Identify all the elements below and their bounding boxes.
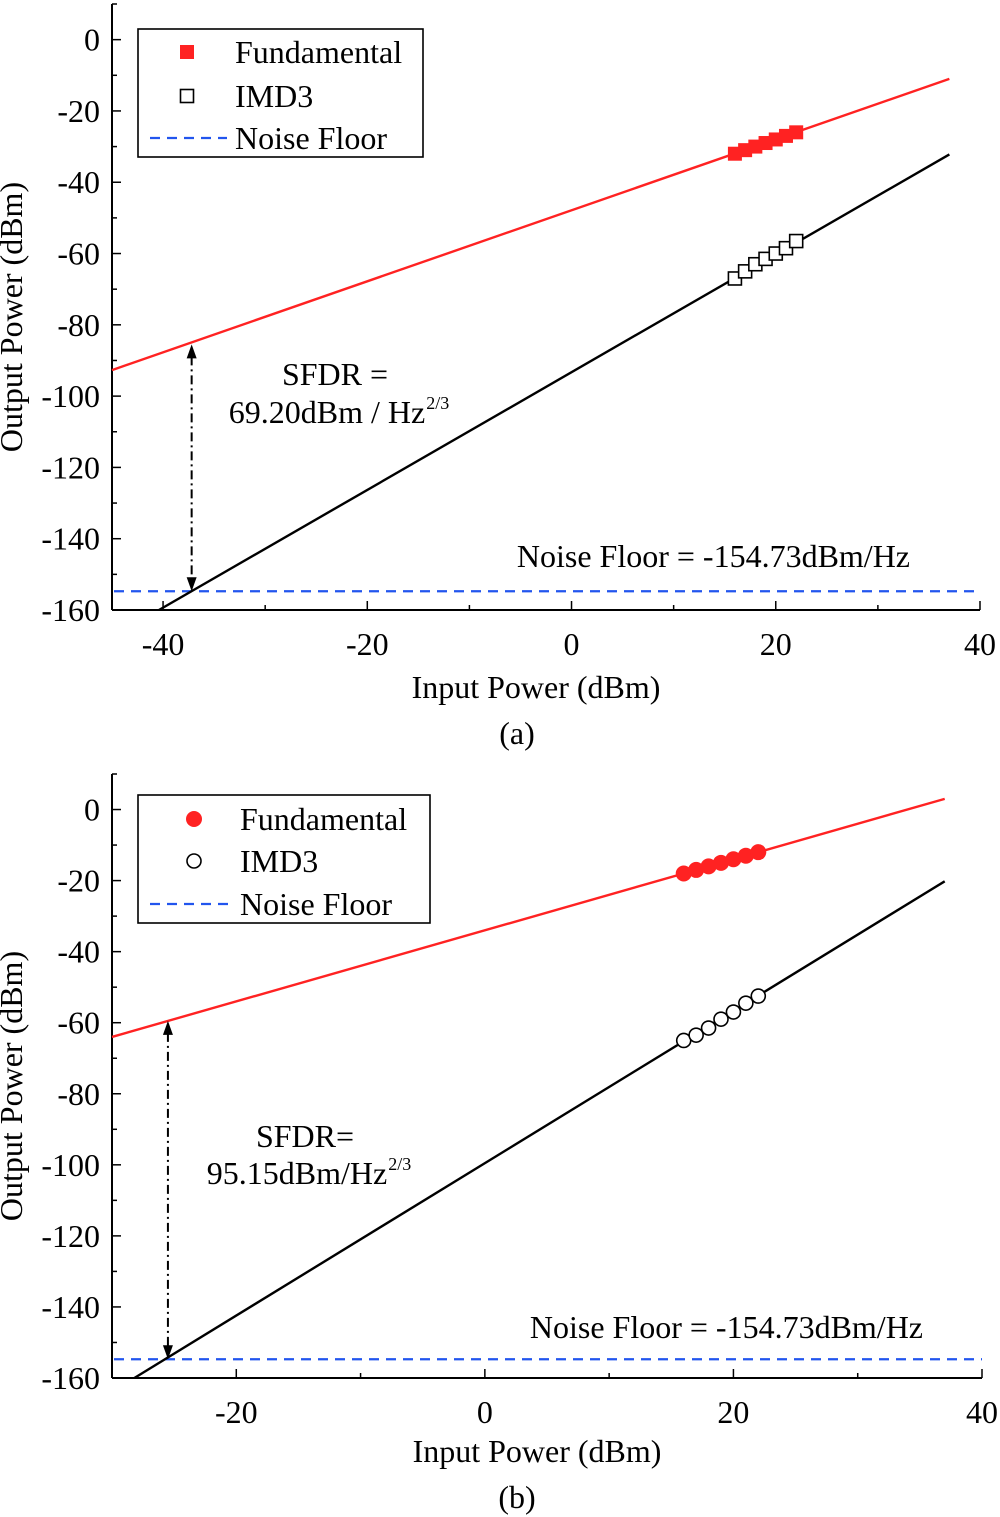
y-tick-label: -140	[41, 521, 100, 557]
chart-panel-a: -40 -20 0 20 40 0 -20 -40 -60 -80 -100 -120 -140 -160…	[0, 3, 996, 751]
sfdr-arrow-head-top	[162, 1020, 173, 1035]
fundamental-data-point	[725, 851, 742, 868]
y-tick-label: -80	[57, 1076, 100, 1112]
y-tick-label: -140	[41, 1289, 100, 1325]
legend-imd3-label: IMD3	[240, 843, 318, 879]
fundamental-data-point	[713, 854, 729, 871]
fundamental-fit-line	[111, 797, 946, 1039]
x-axis-title: Input Power (dBm)	[412, 669, 661, 705]
y-tick-label: -120	[41, 1218, 100, 1254]
sfdr-label: SFDR =	[282, 356, 388, 392]
x-tick-label: -40	[142, 626, 185, 662]
y-tick-label: -160	[41, 1360, 100, 1396]
imd3-data-point	[750, 988, 767, 1004]
imd3-fit-line	[158, 153, 950, 612]
legend: Fundamental IMD3 Noise Floor	[137, 794, 431, 924]
imd3-data-point	[713, 1011, 729, 1027]
noise-floor-label: Noise Floor = -154.73dBm/Hz	[530, 1309, 923, 1345]
sfdr-value: 69.20dBm / Hz	[229, 394, 425, 430]
x-axis-title: Input Power (dBm)	[413, 1433, 662, 1469]
sfdr-arrow-head-top	[186, 344, 197, 359]
y-tick-label: -40	[57, 164, 100, 200]
panel-caption: (a)	[499, 715, 535, 751]
imd3-data-point	[725, 1004, 742, 1020]
imd3-fit-line	[133, 880, 946, 1380]
noise-floor-label: Noise Floor = -154.73dBm/Hz	[517, 538, 910, 574]
y-tick-label: 0	[84, 22, 100, 58]
x-tick-label: 0	[564, 626, 580, 662]
legend-imd3-label: IMD3	[235, 78, 313, 114]
fundamental-data-point	[789, 125, 804, 140]
imd3-data-point	[700, 1020, 717, 1036]
sfdr-exponent: 2/3	[426, 393, 449, 413]
fundamental-data-point	[750, 844, 767, 861]
sfdr-arrow-head-bottom	[162, 1345, 173, 1360]
panel-caption: (b)	[498, 1479, 535, 1515]
y-axis-title: Output Power (dBm)	[0, 182, 29, 452]
legend-fundamental-symbol	[180, 45, 194, 59]
sfdr-exponent: 2/3	[388, 1154, 411, 1174]
x-tick-label: 20	[760, 626, 792, 662]
chart-panel-b: -20 0 20 40 0 -20 -40 -60 -80 -100 -120 -140 -160 Inp…	[0, 773, 998, 1515]
fundamental-data-point	[700, 858, 717, 875]
fundamental-data-point	[737, 847, 754, 864]
x-tick-label: -20	[215, 1394, 258, 1430]
imd3-data-point	[788, 233, 804, 249]
y-tick-label: -40	[57, 934, 100, 970]
sfdr-value: 95.15dBm/Hz	[207, 1155, 387, 1191]
y-tick-label: -100	[41, 378, 100, 414]
imd3-data-point	[738, 995, 754, 1011]
fundamental-data-point	[688, 861, 705, 878]
y-axis-title: Output Power (dBm)	[0, 951, 29, 1221]
x-tick-label: 40	[966, 1394, 998, 1430]
x-tick-label: 40	[964, 626, 996, 662]
y-tick-label: -100	[41, 1147, 100, 1183]
sfdr-label: SFDR=	[256, 1118, 354, 1154]
y-tick-label: -120	[41, 449, 100, 485]
y-tick-label: -20	[57, 863, 100, 899]
x-tick-label: -20	[346, 626, 389, 662]
legend-noise-label: Noise Floor	[235, 120, 387, 156]
sfdr-arrow-head-bottom	[186, 577, 197, 592]
x-tick-label: 0	[477, 1394, 493, 1430]
y-tick-label: -80	[57, 307, 100, 343]
imd3-data-point	[688, 1027, 704, 1043]
y-tick-label: -60	[57, 236, 100, 272]
x-tick-label: 20	[717, 1394, 749, 1430]
legend-fundamental-label: Fundamental	[235, 34, 402, 70]
legend-imd3-symbol	[186, 853, 202, 869]
y-tick-label: 0	[84, 792, 100, 828]
legend-fundamental-label: Fundamental	[240, 801, 407, 837]
y-tick-label: -20	[57, 93, 100, 129]
legend: Fundamental IMD3 Noise Floor	[137, 28, 424, 158]
legend-noise-label: Noise Floor	[240, 886, 392, 922]
y-tick-label: -60	[57, 1005, 100, 1041]
fundamental-fit-line	[111, 77, 950, 372]
y-tick-label: -160	[41, 592, 100, 628]
legend-imd3-symbol	[179, 88, 195, 104]
fundamental-data-point	[675, 865, 692, 882]
legend-fundamental-symbol	[186, 811, 202, 827]
